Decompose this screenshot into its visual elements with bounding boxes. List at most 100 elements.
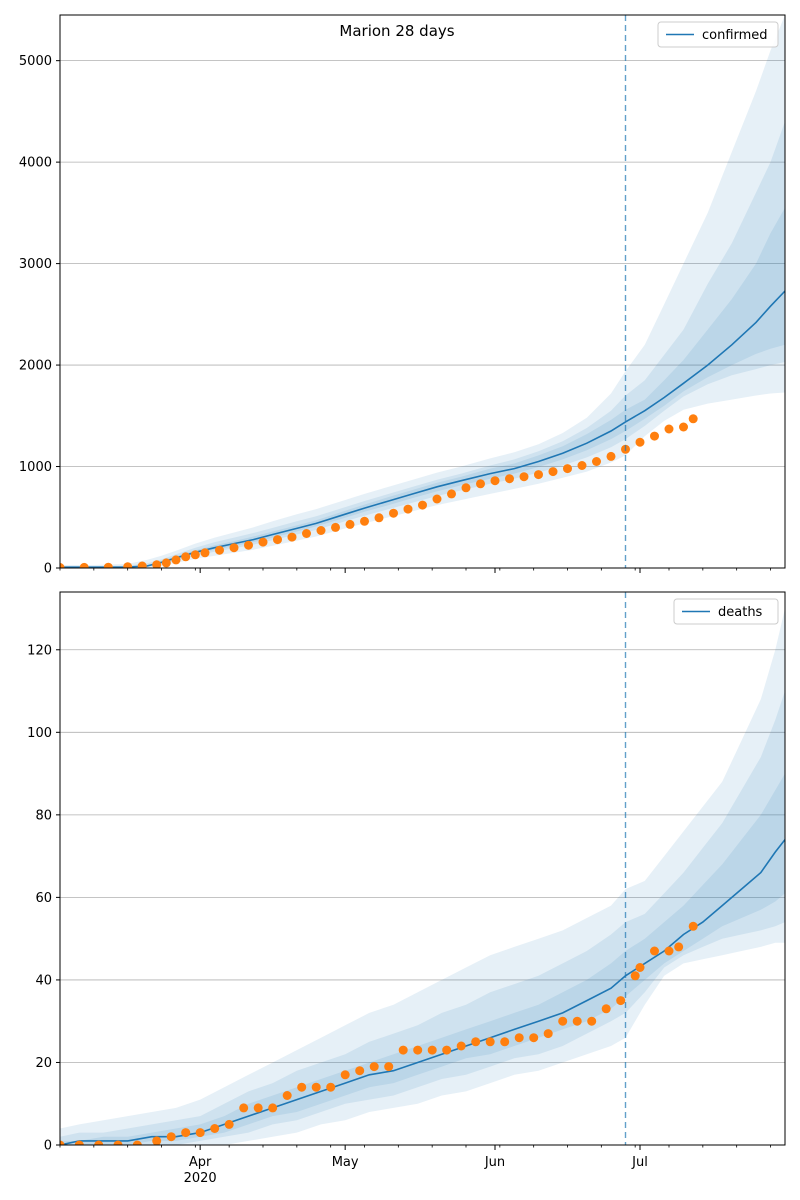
observed-point [674,942,684,952]
observed-point [688,921,698,931]
observed-point [94,1140,104,1145]
observed-point [326,1082,336,1092]
x-tick-label: Jun [484,1155,505,1170]
observed-point [500,1037,510,1047]
observed-point [389,508,398,518]
observed-point [616,996,626,1006]
observed-point [606,451,616,461]
x-tick-label: Apr [189,1155,212,1170]
observed-point [311,1082,321,1092]
observed-point [398,1045,408,1055]
observed-point [345,519,355,529]
observed-point [548,467,558,477]
observed-point [635,963,645,972]
y-tick-label: 3000 [19,257,52,272]
observed-point [442,1045,452,1055]
observed-point [316,526,326,535]
observed-point [340,1070,350,1080]
observed-point [253,1103,263,1113]
observed-point [635,437,645,447]
observed-point [650,431,659,441]
y-tick-label: 80 [35,808,52,823]
observed-point [239,1103,249,1113]
observed-point [60,1140,65,1145]
observed-point [592,457,601,466]
y-tick-label: 2000 [19,359,52,374]
observed-point [664,946,674,956]
observed-point [103,562,113,568]
uncertainty-band-middle [60,691,785,1145]
observed-point [447,489,456,499]
y-tick-label: 1000 [19,460,52,475]
y-tick-label: 40 [35,973,52,988]
observed-point [543,1029,553,1039]
y-tick-label: 5000 [19,54,52,69]
observed-point [215,545,224,555]
observed-point [418,500,427,510]
observed-point [519,472,529,482]
observed-point [427,1045,437,1055]
observed-point [432,494,442,504]
observed-point [113,1140,123,1145]
observed-point [529,1033,539,1043]
legend-box [673,598,779,625]
observed-point [152,1136,162,1145]
observed-point [485,1037,495,1047]
observed-point [132,1140,142,1145]
observed-point [490,476,500,486]
observed-point [587,1016,597,1026]
observed-point [166,1132,176,1142]
observed-point [505,474,514,484]
observed-point [369,1062,379,1072]
observed-point [384,1062,394,1072]
y-tick-label: 60 [35,891,52,906]
observed-point [224,1119,234,1129]
observed-point [664,424,674,434]
observed-point [471,1037,481,1047]
x-tick-label: May [332,1155,359,1170]
observed-point [268,1103,278,1113]
observed-point [190,550,200,560]
legend: confirmed [657,21,779,48]
y-tick-label: 20 [35,1056,52,1071]
uncertainty-band-outer [60,15,785,568]
observed-point [514,1033,524,1043]
observed-point [287,532,297,542]
observed-point [650,946,659,956]
observed-point [152,560,162,568]
axes-frame [59,14,786,569]
observed-point [282,1091,292,1100]
observed-point [74,1140,84,1145]
x-year-label: 2020 [184,1171,217,1186]
legend: deaths [673,598,779,625]
legend-box [657,21,779,48]
observed-point [413,1045,423,1055]
observed-point [374,513,384,523]
observed-point [297,1082,307,1092]
axes-frame [59,591,786,1146]
observed-point [161,558,171,568]
observed-point [360,516,369,526]
observed-point [558,1016,568,1026]
plot-area [60,15,785,568]
observed-point [229,543,239,553]
observed-point [181,552,191,562]
observed-point [123,562,133,568]
observed-point [331,522,340,532]
x-tick-label: Jul [631,1155,648,1170]
observed-point [244,540,253,550]
y-tick-label: 0 [44,1139,52,1154]
observed-point [79,562,89,568]
observed-point [534,470,543,480]
y-tick-label: 120 [27,643,52,658]
observed-point [403,504,413,514]
legend-label: confirmed [702,28,768,43]
observed-point [181,1128,191,1138]
observed-point [577,461,587,470]
observed-point [456,1041,466,1051]
plot-area [60,608,785,1145]
figure-title: Marion 28 days [339,22,454,40]
